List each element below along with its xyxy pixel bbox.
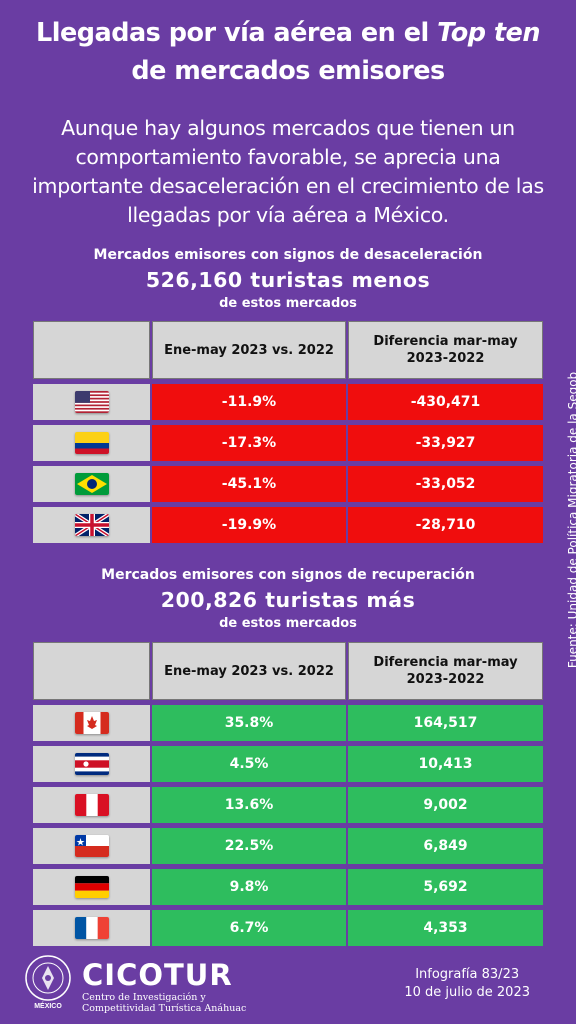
header-blank-cell — [33, 321, 150, 379]
table-row: 35.8% 164,517 — [33, 705, 543, 741]
title-line2: de mercados emisores — [131, 56, 445, 86]
header-blank-cell — [33, 642, 150, 700]
header-difference-line1: Diferencia mar-may — [373, 334, 518, 349]
table-row: 9.8% 5,692 — [33, 869, 543, 905]
flag-cell — [33, 705, 150, 741]
canada-flag-icon — [74, 712, 109, 734]
logo-label: MÉXICO — [34, 1003, 62, 1010]
recovery-total: 200,826 turistas más — [160, 588, 416, 612]
deceleration-table: Ene-may 2023 vs. 2022 Diferencia mar-may… — [33, 321, 543, 543]
recovery-heading: Mercados emisores con signos de recupera… — [101, 567, 475, 583]
costa-rica-flag-icon — [74, 753, 109, 775]
header-period: Ene-may 2023 vs. 2022 — [152, 642, 346, 700]
peru-flag-icon — [74, 794, 109, 816]
brand-sub-line2: Competitividad Turística Anáhuac — [82, 1003, 247, 1014]
percent-change-cell: 13.6% — [152, 787, 346, 823]
recovery-subtitle: de estos mercados — [219, 616, 357, 631]
header-difference-line2: 2023-2022 — [406, 351, 485, 366]
difference-cell: -33,927 — [348, 425, 543, 461]
flag-cell — [33, 746, 150, 782]
table-row: 4.5% 10,413 — [33, 746, 543, 782]
recovery-table: Ene-may 2023 vs. 2022 Diferencia mar-may… — [33, 642, 543, 946]
infographic-info: Infografía 83/23 10 de julio de 2023 — [404, 966, 530, 1002]
deceleration-heading: Mercados emisores con signos de desacele… — [93, 247, 483, 263]
difference-cell: 4,353 — [348, 910, 543, 946]
percent-change-cell: 4.5% — [152, 746, 346, 782]
header-difference-line2: 2023-2022 — [406, 672, 485, 687]
table-row: -17.3% -33,927 — [33, 425, 543, 461]
flag-cell — [33, 787, 150, 823]
brand-sub-line1: Centro de Investigación y — [82, 992, 206, 1003]
university-seal-logo: MÉXICO — [22, 954, 74, 1014]
page-title: Llegadas por vía aérea en el Top ten de … — [0, 14, 576, 90]
difference-cell: -430,471 — [348, 384, 543, 420]
table-row: 22.5% 6,849 — [33, 828, 543, 864]
percent-change-cell: -45.1% — [152, 466, 346, 502]
difference-cell: 6,849 — [348, 828, 543, 864]
header-period: Ene-may 2023 vs. 2022 — [152, 321, 346, 379]
table-row: 6.7% 4,353 — [33, 910, 543, 946]
france-flag-icon — [74, 917, 109, 939]
difference-cell: 10,413 — [348, 746, 543, 782]
percent-change-cell: -19.9% — [152, 507, 346, 543]
usa-flag-icon — [74, 391, 109, 413]
brand-subtitle: Centro de Investigación y Competitividad… — [82, 992, 246, 1014]
brand-name: CICOTUR — [82, 958, 233, 992]
deceleration-total: 526,160 turistas menos — [145, 268, 431, 292]
chile-flag-icon — [74, 835, 109, 857]
flag-cell — [33, 828, 150, 864]
header-difference-line1: Diferencia mar-may — [373, 655, 518, 670]
infographic-number: Infografía 83/23 — [415, 967, 520, 982]
recovery-heading-block: Mercados emisores con signos de recupera… — [0, 567, 576, 631]
table-row: -11.9% -430,471 — [33, 384, 543, 420]
percent-change-cell: 6.7% — [152, 910, 346, 946]
percent-change-cell: -17.3% — [152, 425, 346, 461]
source-note: Fuente: Unidad de Política Migratoria de… — [566, 371, 576, 669]
percent-change-cell: 35.8% — [152, 705, 346, 741]
table-header: Ene-may 2023 vs. 2022 Diferencia mar-may… — [33, 321, 543, 379]
header-difference: Diferencia mar-may 2023-2022 — [348, 642, 543, 700]
publication-date: 10 de julio de 2023 — [404, 985, 530, 1000]
difference-cell: -28,710 — [348, 507, 543, 543]
difference-cell: 5,692 — [348, 869, 543, 905]
deceleration-heading-block: Mercados emisores con signos de desacele… — [0, 247, 576, 311]
difference-cell: 9,002 — [348, 787, 543, 823]
flag-cell — [33, 507, 150, 543]
title-line1: Llegadas por vía aérea en el — [35, 18, 438, 48]
table-row: -19.9% -28,710 — [33, 507, 543, 543]
brazil-flag-icon — [74, 473, 109, 495]
uk-flag-icon — [74, 514, 109, 536]
colombia-flag-icon — [74, 432, 109, 454]
percent-change-cell: 22.5% — [152, 828, 346, 864]
flag-cell — [33, 384, 150, 420]
title-italic: Top ten — [437, 18, 541, 48]
intro-text: Aunque hay algunos mercados que tienen u… — [32, 116, 544, 227]
table-header: Ene-may 2023 vs. 2022 Diferencia mar-may… — [33, 642, 543, 700]
percent-change-cell: 9.8% — [152, 869, 346, 905]
flag-cell — [33, 425, 150, 461]
header-difference: Diferencia mar-may 2023-2022 — [348, 321, 543, 379]
flag-cell — [33, 466, 150, 502]
difference-cell: -33,052 — [348, 466, 543, 502]
table-row: -45.1% -33,052 — [33, 466, 543, 502]
percent-change-cell: -11.9% — [152, 384, 346, 420]
table-row: 13.6% 9,002 — [33, 787, 543, 823]
germany-flag-icon — [74, 876, 109, 898]
flag-cell — [33, 910, 150, 946]
difference-cell: 164,517 — [348, 705, 543, 741]
flag-cell — [33, 869, 150, 905]
deceleration-subtitle: de estos mercados — [219, 296, 357, 311]
